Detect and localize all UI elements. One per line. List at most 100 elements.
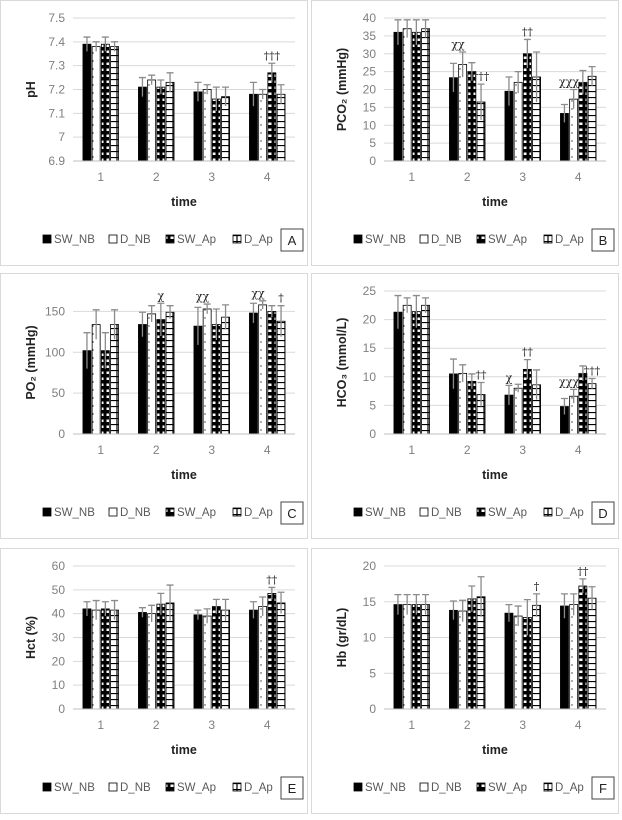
bar-d-ap [165, 81, 175, 162]
legend-swatch [419, 234, 429, 244]
bar-sw-ap [156, 319, 166, 435]
error-bar [570, 88, 578, 109]
error-bar [514, 605, 522, 627]
x-tick-label: 3 [519, 443, 526, 457]
error-bar [505, 603, 513, 622]
legend-label: SW_NB [365, 234, 406, 246]
x-tick-label: 1 [408, 443, 415, 457]
error-bar [394, 19, 402, 45]
y-tick-label: 40 [363, 11, 377, 25]
x-tick-label: 4 [575, 170, 582, 184]
error-bar [570, 593, 578, 616]
significance-marker: † [534, 580, 540, 593]
error-bar [412, 294, 420, 328]
significance-marker: ††† [584, 365, 601, 378]
y-tick-label: 6.9 [48, 154, 65, 168]
y-axis-title: HCO₃ (mmol/L) [335, 318, 349, 408]
legend-label: D_NB [120, 782, 151, 794]
bar-sw-nb [249, 312, 258, 435]
legend-label: D_NB [431, 782, 462, 794]
bar-d-nb [458, 372, 468, 435]
bar-sw-ap [100, 43, 110, 162]
significance-marker: χχχ [559, 76, 579, 89]
bar-sw-nb [193, 91, 203, 162]
significance-marker: †† [522, 346, 534, 359]
legend-swatch [476, 782, 486, 792]
error-bar [101, 601, 109, 617]
error-bar [111, 41, 119, 52]
bar-sw-nb [504, 612, 514, 710]
bar-sw-ap [467, 71, 477, 162]
error-bar [111, 599, 119, 620]
error-bar [277, 305, 285, 337]
legend-swatch [165, 507, 175, 517]
panel-b: 0 5 10 15 20 25 30 35 40 PCO₂ (mmHg) 1 2 3 4 χχ ††† †† χχ… [311, 0, 619, 266]
significance-marker: χχχ [559, 375, 579, 388]
error-bar [222, 86, 230, 107]
x-tick-label: 2 [153, 443, 160, 457]
bar-sw-ap [267, 311, 277, 435]
legend-swatch [42, 234, 52, 244]
error-bar [422, 19, 430, 38]
bar-d-ap [421, 28, 430, 162]
bar-d-ap [421, 604, 430, 710]
error-bar [101, 332, 109, 369]
y-tick-label: 0 [369, 427, 376, 441]
error-bar [212, 308, 220, 341]
error-bar [560, 103, 568, 123]
error-bar [533, 593, 541, 617]
bar-sw-nb [82, 43, 92, 162]
bar-d-ap [110, 609, 119, 710]
bar-d-nb [147, 79, 157, 162]
legend-label: SW_Ap [177, 507, 216, 519]
panel-letter: C [287, 506, 296, 521]
y-tick-label: 30 [52, 631, 66, 645]
error-bar [268, 586, 276, 600]
panel-letter-box [280, 228, 304, 252]
bar-d-nb [513, 81, 523, 162]
significance-marker: χ [158, 289, 165, 302]
error-bar [157, 592, 165, 615]
significance-marker: †† [476, 369, 488, 382]
error-bar [249, 302, 257, 323]
x-axis-title: time [482, 468, 508, 482]
bar-d-ap [221, 609, 230, 710]
y-tick-label: 7.5 [48, 11, 65, 25]
panel-letter: F [599, 781, 607, 796]
y-axis-title: Hct (%) [24, 616, 38, 659]
x-axis-title: time [482, 195, 508, 209]
y-tick-label: 5 [369, 136, 376, 150]
bar-d-nb [258, 606, 268, 710]
legend-swatch [353, 507, 363, 517]
bar-d-ap [276, 93, 286, 162]
y-tick-label: 7.1 [48, 106, 65, 120]
error-bar [277, 591, 285, 614]
x-axis-title: time [482, 743, 508, 757]
error-bar [138, 607, 146, 618]
bar-d-nb [569, 604, 579, 710]
error-bar [579, 69, 587, 95]
x-tick-label: 4 [264, 170, 271, 184]
error-bar [523, 358, 531, 380]
legend-swatch [108, 782, 118, 792]
error-bar [570, 388, 578, 404]
legend-label: SW_NB [365, 507, 406, 519]
error-bar [477, 83, 485, 120]
error-bar [212, 598, 220, 614]
x-tick-label: 3 [519, 170, 526, 184]
x-tick-label: 2 [464, 718, 471, 732]
x-axis-title: time [171, 743, 197, 757]
legend-label: SW_NB [54, 507, 95, 519]
error-bar [459, 51, 467, 77]
error-bar [533, 369, 541, 400]
bar-sw-ap [578, 372, 588, 435]
error-bar [477, 381, 485, 407]
bar-sw-nb [393, 31, 403, 162]
bar-sw-nb [249, 609, 258, 710]
legend-label: D_NB [431, 234, 462, 246]
bar-sw-ap [411, 604, 421, 710]
significance-marker: χ [506, 371, 513, 384]
y-tick-label: 60 [52, 559, 66, 573]
bar-d-ap [221, 316, 230, 435]
